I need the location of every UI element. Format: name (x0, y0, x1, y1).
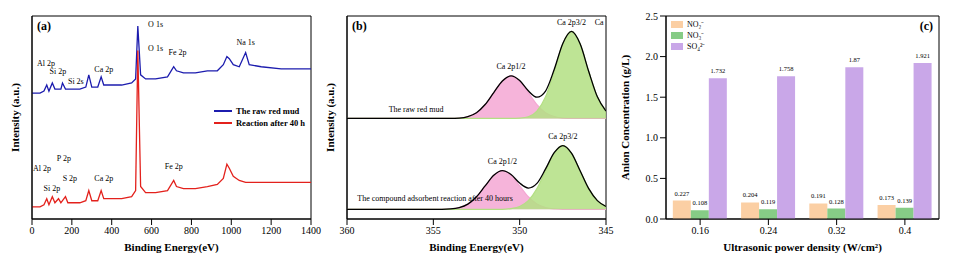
svg-text:0.227: 0.227 (675, 190, 690, 197)
svg-text:1200: 1200 (261, 225, 281, 236)
svg-text:1.732: 1.732 (711, 67, 726, 74)
svg-text:0.204: 0.204 (743, 191, 758, 198)
svg-text:0.173: 0.173 (879, 194, 894, 201)
svg-text:355: 355 (426, 225, 441, 236)
svg-text:Na 1s: Na 1s (236, 38, 254, 47)
svg-text:Si 2p: Si 2p (50, 67, 67, 76)
svg-text:0.191: 0.191 (811, 192, 826, 199)
svg-text:1.758: 1.758 (779, 65, 794, 72)
svg-text:2.5: 2.5 (646, 11, 659, 22)
html-text:(c): (c) (919, 19, 933, 33)
svg-text:Fe 2p: Fe 2p (165, 162, 183, 171)
svg-text:0.16: 0.16 (691, 225, 709, 236)
svg-text:Intensity (a.u.): Intensity (a.u.) (324, 83, 337, 152)
svg-text:2.0: 2.0 (646, 51, 659, 62)
svg-text:Ca: Ca (595, 18, 604, 27)
html-text:Reaction after 40 h: Reaction after 40 h (236, 118, 305, 129)
svg-text:0.0: 0.0 (646, 214, 659, 225)
svg-text:Al 2p: Al 2p (37, 58, 55, 68)
svg-text:P 2p: P 2p (57, 154, 71, 163)
svg-text:600: 600 (144, 225, 159, 236)
svg-text:0.119: 0.119 (761, 198, 775, 205)
svg-text:0.5: 0.5 (646, 173, 659, 184)
svg-text:0.4: 0.4 (899, 225, 912, 236)
svg-text:Si 2s: Si 2s (68, 77, 84, 86)
svg-text:0: 0 (30, 225, 35, 236)
html-text:(b): (b) (352, 19, 367, 33)
svg-text:Fe 2p: Fe 2p (168, 48, 186, 57)
svg-text:S 2p: S 2p (63, 174, 77, 183)
svg-text:1.5: 1.5 (646, 92, 659, 103)
svg-text:350: 350 (512, 225, 527, 236)
svg-text:Binding Energy(eV): Binding Energy(eV) (429, 241, 524, 253)
svg-text:Si 2p: Si 2p (44, 184, 61, 193)
svg-text:1.0: 1.0 (646, 132, 659, 143)
html-text:SO₄²⁻: SO₄²⁻ (687, 42, 706, 51)
svg-text:Anion Concentration (g/L): Anion Concentration (g/L) (619, 55, 632, 181)
svg-text:Ca 2p3/2: Ca 2p3/2 (548, 132, 577, 141)
svg-text:0.108: 0.108 (693, 199, 708, 206)
svg-text:Ca 2p1/2: Ca 2p1/2 (496, 62, 525, 71)
svg-text:The raw red mud: The raw red mud (389, 105, 444, 114)
svg-text:The compound adsorbent reactio: The compound adsorbent reaction after 40… (357, 194, 513, 203)
svg-text:200: 200 (64, 225, 79, 236)
svg-text:400: 400 (104, 225, 119, 236)
svg-text:1000: 1000 (221, 225, 241, 236)
svg-text:O 1s: O 1s (148, 44, 163, 53)
svg-text:0.128: 0.128 (829, 198, 844, 205)
svg-text:Al 2p: Al 2p (33, 164, 51, 173)
svg-text:800: 800 (184, 225, 199, 236)
html-text:NO₃⁻: NO₃⁻ (687, 31, 705, 40)
html-text:The raw red mud: The raw red mud (236, 106, 300, 117)
svg-text:1400: 1400 (301, 225, 321, 236)
svg-text:345: 345 (599, 225, 614, 236)
svg-text:Binding Energy(eV): Binding Energy(eV) (124, 241, 219, 253)
svg-text:Intensity (a.u.): Intensity (a.u.) (9, 83, 22, 152)
svg-text:1.921: 1.921 (915, 52, 930, 59)
svg-text:1.87: 1.87 (849, 56, 861, 63)
svg-text:0.32: 0.32 (828, 225, 846, 236)
html-text:(a): (a) (37, 19, 51, 33)
svg-text:Ca 2p3/2: Ca 2p3/2 (557, 18, 586, 27)
svg-text:Ca 2p: Ca 2p (94, 174, 113, 183)
svg-text:O 1s: O 1s (148, 20, 163, 29)
svg-text:360: 360 (340, 225, 355, 236)
svg-text:Ca 2p1/2: Ca 2p1/2 (488, 157, 517, 166)
svg-text:0.24: 0.24 (760, 225, 778, 236)
svg-text:Ca 2p: Ca 2p (94, 65, 113, 74)
svg-text:0.139: 0.139 (897, 197, 912, 204)
svg-text:Ultrasonic power density (W/cm: Ultrasonic power density (W/cm²) (723, 241, 882, 253)
html-text:NO₂⁻: NO₂⁻ (687, 20, 705, 29)
